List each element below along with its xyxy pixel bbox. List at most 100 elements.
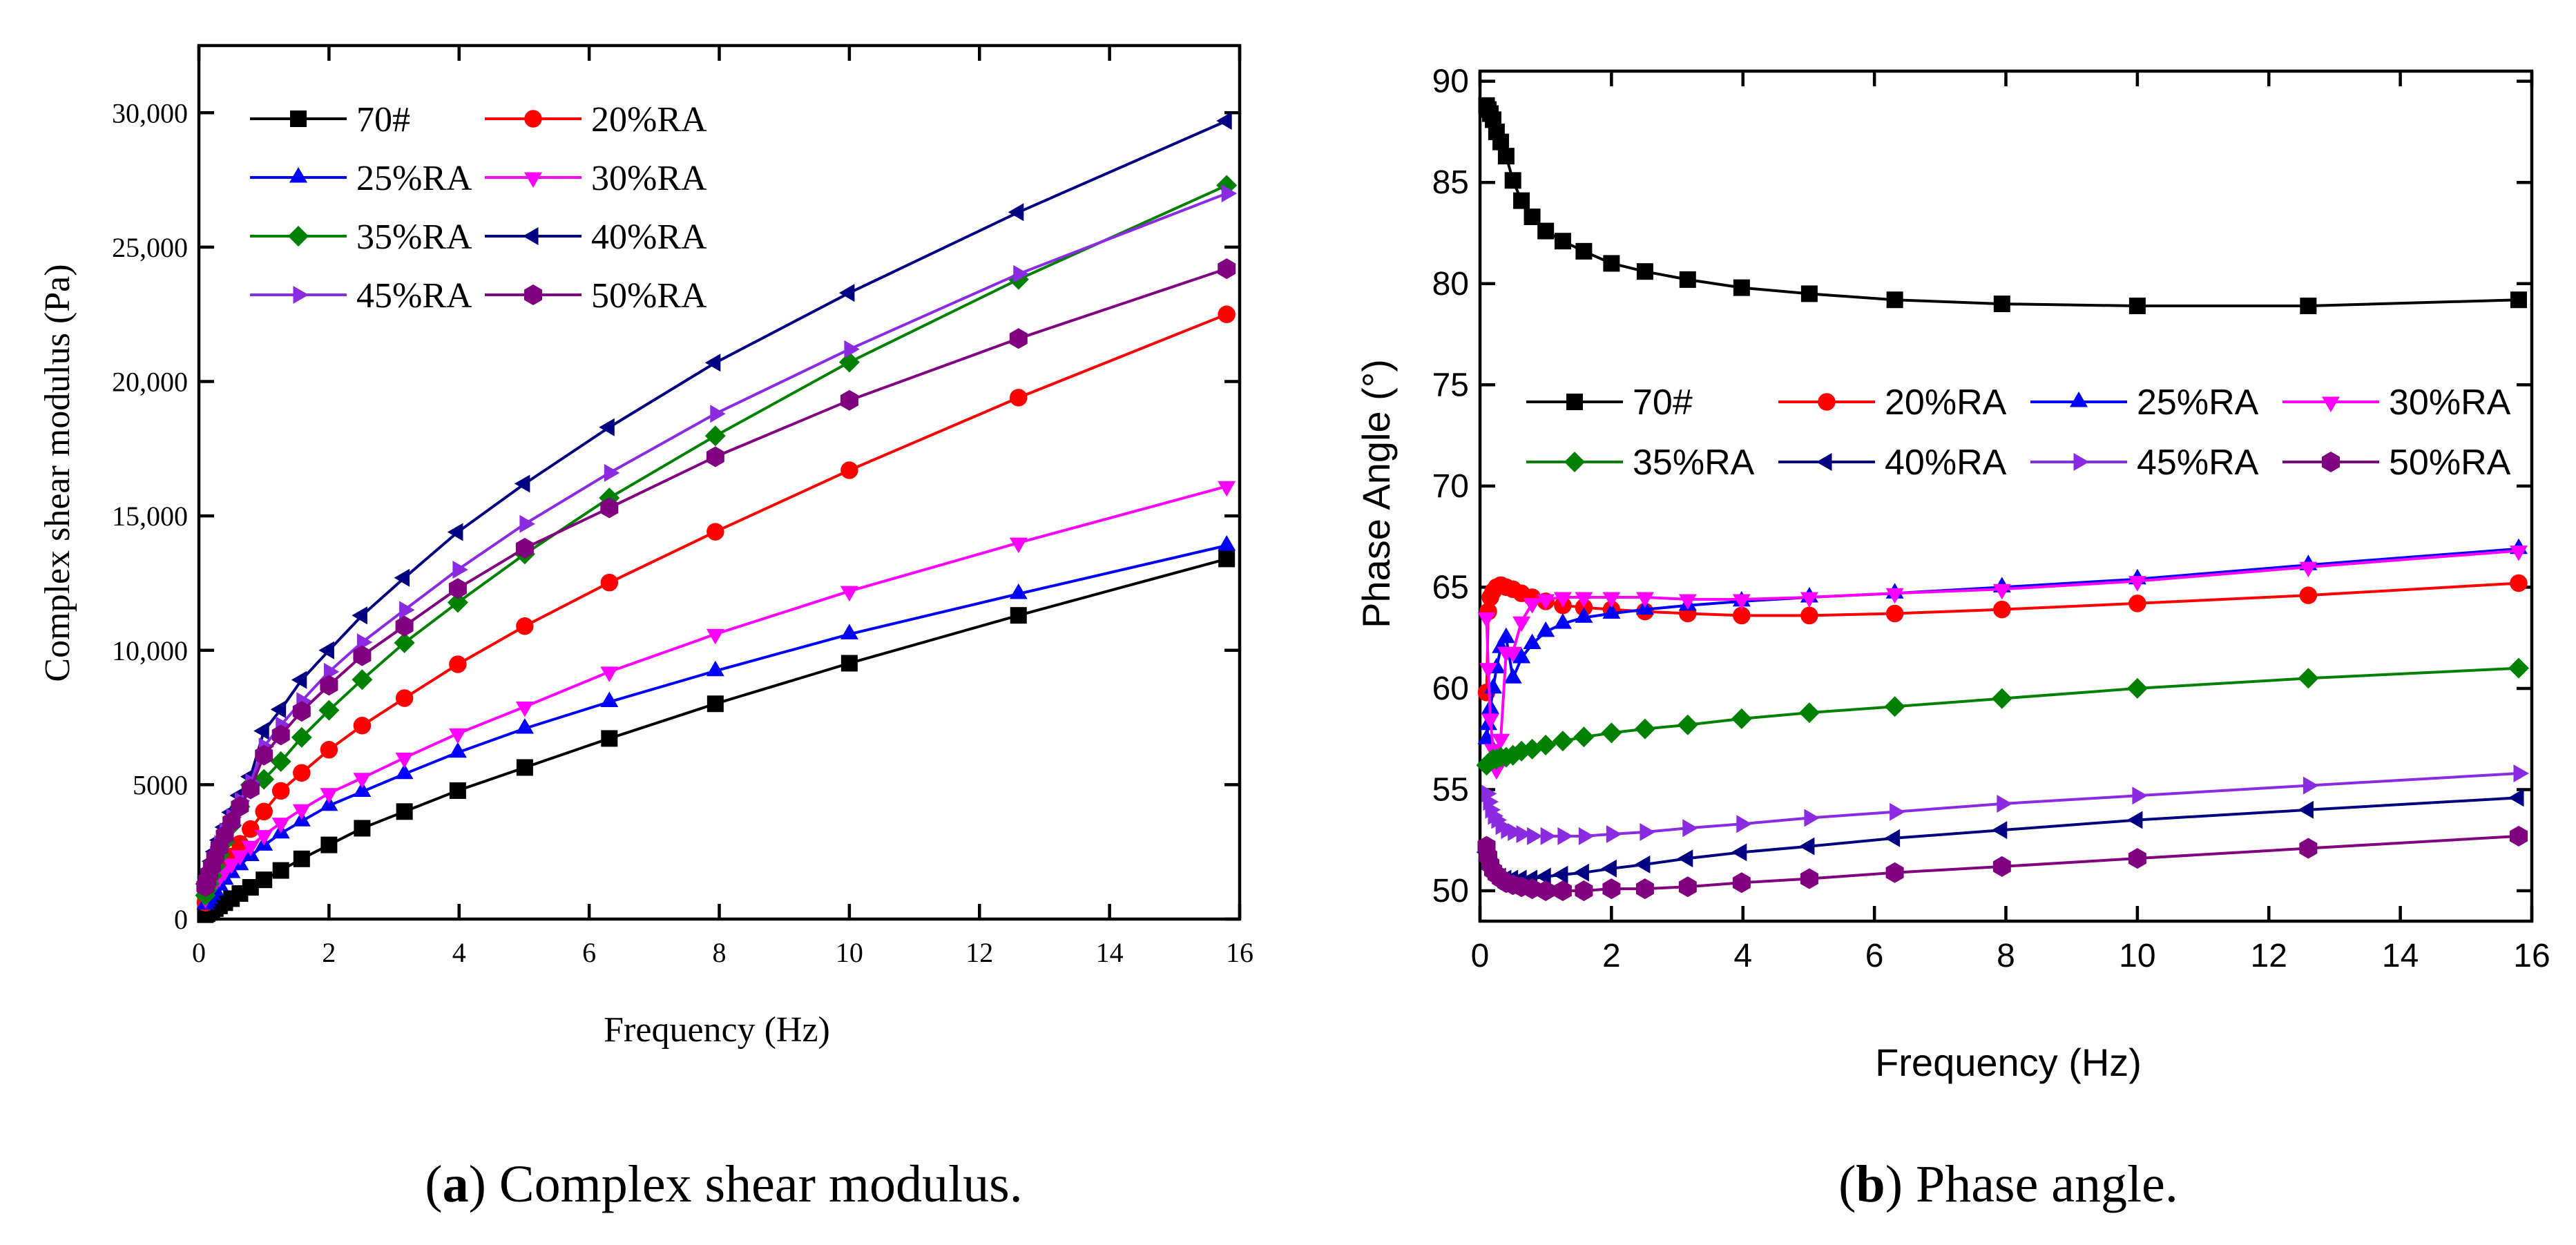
chart-b-series-25%RA bbox=[1477, 538, 2528, 744]
chart-b-data-point bbox=[1512, 648, 1531, 664]
chart-a-data-point bbox=[515, 718, 534, 734]
chart-a-legend-label: 25%RA bbox=[356, 159, 472, 198]
chart-a-data-point bbox=[1008, 203, 1024, 222]
chart-a-data-point bbox=[291, 726, 312, 748]
chart-b-data-point bbox=[1513, 192, 1530, 209]
chart-b-x-tick-label: 16 bbox=[2513, 938, 2550, 974]
chart-a-data-point bbox=[271, 724, 290, 746]
chart-a-series-line bbox=[204, 313, 1227, 904]
chart-b-data-point bbox=[1678, 876, 1697, 898]
chart-a-legend-item: 30%RA bbox=[485, 159, 707, 198]
chart-b-data-point bbox=[1731, 843, 1747, 862]
chart-a-series-30%RA bbox=[196, 481, 1236, 909]
chart-b-caption-text: Phase angle. bbox=[1916, 1155, 2178, 1213]
chart-a-series-70# bbox=[197, 550, 1236, 923]
chart-b-plot-frame bbox=[1478, 69, 2534, 923]
chart-b-y-tick-label: 70 bbox=[1432, 468, 1469, 505]
chart-a-data-point bbox=[353, 781, 372, 797]
chart-b-x-tick-label: 14 bbox=[2382, 938, 2419, 974]
chart-b-data-point bbox=[1540, 827, 1557, 845]
chart-a-data-point bbox=[838, 284, 855, 302]
chart-a-x-tick-label: 0 bbox=[192, 937, 206, 968]
chart-b-legend-marker bbox=[1566, 394, 1583, 410]
chart-b-data-point bbox=[1601, 722, 1622, 744]
chart-b-legend-label: 20%RA bbox=[1885, 383, 2007, 423]
chart-a-y-axis-label: Complex shear modulus (Pa) bbox=[38, 264, 77, 682]
chart-a-caption-letter: a bbox=[443, 1155, 469, 1213]
chart-a-data-point bbox=[448, 578, 467, 599]
chart-a-legend-item: 50%RA bbox=[485, 276, 707, 316]
chart-a-data-point bbox=[448, 742, 467, 758]
chart-a-data-point bbox=[320, 675, 338, 696]
chart-b-data-point bbox=[1682, 819, 1698, 838]
chart-b-data-point bbox=[1991, 821, 2008, 840]
chart-a-legend-label: 20%RA bbox=[591, 100, 707, 139]
chart-a-data-point bbox=[1010, 389, 1028, 407]
chart-b-data-point bbox=[1552, 731, 1573, 752]
chart-a-data-point bbox=[600, 573, 619, 592]
chart-b-data-point bbox=[1537, 621, 1555, 637]
chart-b-y-tick-label: 90 bbox=[1432, 64, 1469, 100]
chart-a-data-point bbox=[253, 722, 269, 740]
chart-b-legend-label: 30%RA bbox=[2389, 383, 2511, 423]
chart-a-legend-item: 70# bbox=[250, 100, 410, 139]
chart-a-legend: 70# 20%RA 25%RA 30%RA 35%RA 40%RA 45%RA 50%RA bbox=[250, 100, 707, 316]
chart-b-data-point bbox=[1553, 592, 1572, 608]
chart-b-legend-item: 45%RA bbox=[2030, 443, 2259, 483]
chart-b-series-line bbox=[1485, 547, 2519, 740]
chart-b-axes: 0 2 4 6 8 10 12 14 16 50 55 60 65 70 75 80 85 90 Frequen… bbox=[1354, 64, 2550, 1084]
chart-a-caption-text: Complex shear modulus. bbox=[499, 1155, 1023, 1213]
chart-b-data-point bbox=[1504, 172, 1521, 189]
chart-a-data-point bbox=[1221, 184, 1238, 203]
chart-b-data-point bbox=[1804, 809, 1820, 827]
chart-a-data-point bbox=[706, 628, 724, 645]
chart-a-data-point bbox=[222, 858, 241, 874]
chart-b-caption: (b) Phase angle. bbox=[1838, 1155, 2178, 1213]
chart-b-x-tick-label: 6 bbox=[1865, 938, 1884, 974]
chart-b-data-point bbox=[1523, 878, 1541, 900]
chart-panel-a: 0 2 4 6 8 10 12 14 16 0 5000 10,000 15,000 20,000 25,… bbox=[38, 44, 1253, 1213]
chart-a-y-tick-label: 15,000 bbox=[112, 501, 188, 532]
chart-b-data-point bbox=[1885, 588, 1904, 604]
chart-a-series-40%RA bbox=[195, 112, 1232, 893]
chart-b-x-tick-label: 10 bbox=[2119, 938, 2155, 974]
chart-b-data-point bbox=[1573, 863, 1589, 882]
chart-b-data-point bbox=[1477, 612, 1496, 628]
chart-a-data-point bbox=[1009, 583, 1028, 599]
chart-b-data-point bbox=[1553, 613, 1572, 629]
chart-b-data-point bbox=[1601, 859, 1617, 878]
chart-b-data-point bbox=[1602, 878, 1621, 900]
chart-b-data-point bbox=[1731, 708, 1752, 729]
chart-b-x-ticks: 0 2 4 6 8 10 12 14 16 bbox=[1471, 71, 2550, 974]
chart-b-x-tick-label: 2 bbox=[1602, 938, 1621, 974]
chart-a-data-point bbox=[447, 592, 468, 613]
chart-a-data-point bbox=[447, 523, 463, 541]
chart-b-data-point bbox=[1997, 795, 2012, 813]
chart-b-data-point bbox=[1479, 663, 1497, 679]
chart-a-data-point bbox=[600, 497, 619, 519]
chart-a-data-point bbox=[394, 568, 410, 587]
chart-b-data-point bbox=[2128, 297, 2146, 314]
chart-panel-b: 0 2 4 6 8 10 12 14 16 50 55 60 65 70 75 80 85 90 Frequen… bbox=[1354, 64, 2550, 1213]
chart-b-legend-item: 30%RA bbox=[2282, 383, 2511, 423]
chart-b-data-point bbox=[1537, 594, 1555, 610]
chart-a-data-point bbox=[293, 850, 310, 867]
chart-b-data-point bbox=[2299, 586, 2318, 604]
chart-b-data-point bbox=[1885, 604, 1904, 623]
chart-a-plot-frame bbox=[197, 44, 1242, 921]
chart-a-x-axis-label: Frequency (Hz) bbox=[604, 1010, 830, 1050]
chart-b-data-point bbox=[2510, 546, 2528, 561]
chart-b-data-point bbox=[2128, 576, 2146, 592]
chart-b-data-point bbox=[2508, 789, 2524, 807]
chart-a-y-ticks: 0 5000 10,000 15,000 20,000 25,000 30,000 bbox=[112, 97, 1240, 935]
chart-b-legend-marker bbox=[2073, 453, 2089, 471]
chart-a-series-25%RA bbox=[196, 535, 1236, 910]
chart-a-series-50%RA bbox=[196, 258, 1236, 897]
chart-b-data-point bbox=[1677, 849, 1693, 868]
chart-b-data-point bbox=[1535, 735, 1557, 755]
chart-b-data-point bbox=[1602, 592, 1621, 608]
chart-b-x-tick-label: 12 bbox=[2251, 938, 2287, 974]
chart-a-y-tick-label: 0 bbox=[174, 904, 188, 935]
chart-b-caption-letter: b bbox=[1856, 1155, 1885, 1213]
